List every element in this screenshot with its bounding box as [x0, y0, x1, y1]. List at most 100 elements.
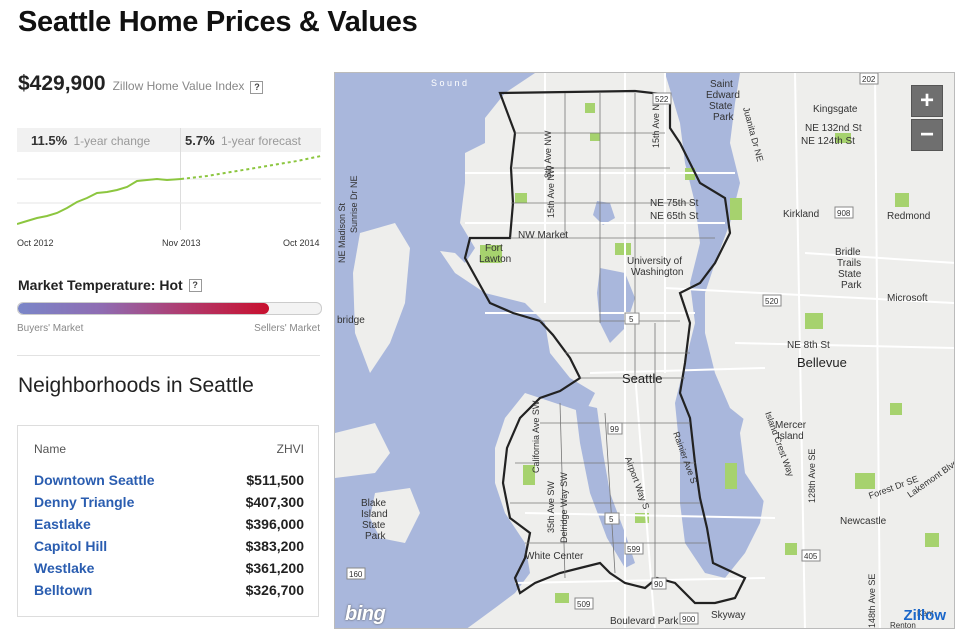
kent-label: Kent	[917, 609, 934, 618]
ne65-label: NE 65th St	[650, 211, 699, 222]
blake-label-4: Park	[365, 531, 387, 542]
neighborhood-map[interactable]: S o u n d Seattle Bellevue Kirkland Redm…	[334, 72, 955, 629]
one-year-forecast: 5.7% 1-year forecast	[185, 133, 301, 148]
zhvi-label: Zillow Home Value Index	[112, 79, 245, 93]
neighborhood-link[interactable]: Denny Triangle	[34, 494, 135, 510]
neighborhoods-title: Neighborhoods in Seattle	[18, 374, 254, 397]
saint-label-1: Saint	[710, 79, 733, 90]
saint-label-3: State	[709, 101, 733, 112]
zhvi-value: $429,900	[18, 72, 106, 95]
highway-520-shield: 520	[765, 297, 779, 306]
trend-forecast-line	[180, 155, 321, 180]
buyers-market-label: Buyers' Market	[17, 323, 84, 334]
mercer-island-land	[740, 393, 790, 503]
island-land	[353, 223, 410, 373]
fort-lawton-label-1: Fort	[485, 243, 503, 254]
trend-date-start: Oct 2012	[17, 238, 54, 248]
nw-market-label: NW Market	[518, 230, 568, 241]
duwamish-water	[575, 403, 635, 568]
zoom-in-button[interactable]: +	[911, 85, 943, 117]
skyway-label: Skyway	[711, 610, 745, 621]
value-trend-chart: 11.5% 1-year change 5.7% 1-year forecast	[17, 128, 321, 230]
seattle-label: Seattle	[622, 371, 662, 386]
fort-lawton-label-2: Lawton	[479, 254, 511, 265]
bridle-label-2: Trails	[837, 258, 861, 269]
column-header-name: Name	[34, 442, 67, 456]
zillow-logo[interactable]: Zillow	[903, 607, 947, 624]
column-header-zhvi: ZHVI	[276, 442, 304, 456]
ne75-label: NE 75th St	[650, 198, 699, 209]
forecast-label: 1-year forecast	[220, 134, 302, 148]
neighborhood-value: $361,200	[245, 560, 304, 576]
redmond-label: Redmond	[887, 211, 930, 222]
highway-5-shield: 5	[609, 515, 614, 524]
neighborhoods-table: Name ZHVI Downtown Seattle $511,500 Denn…	[17, 425, 319, 617]
table-row: Downtown Seattle $511,500	[18, 472, 318, 494]
trend-date-mid: Nov 2013	[162, 238, 201, 248]
highway-160-shield: 160	[349, 570, 363, 579]
bridle-label-1: Bridle	[835, 247, 861, 258]
blake-island-land	[370, 488, 420, 543]
saint-label-4: Park	[713, 112, 735, 123]
highway-522-shield: 522	[655, 95, 669, 104]
neighborhood-value: $396,000	[245, 516, 304, 532]
map-canvas[interactable]: S o u n d Seattle Bellevue Kirkland Redm…	[335, 73, 955, 629]
market-temperature-help-icon[interactable]: ?	[188, 278, 202, 292]
mercer-label-2: Island	[777, 431, 804, 442]
street-15th-nw: 15th Ave NW	[546, 165, 556, 218]
bridle-label-4: Park	[841, 280, 863, 291]
zhvi-help-icon[interactable]: ?	[250, 81, 264, 94]
blake-label-2: Island	[361, 509, 388, 520]
bellevue-label: Bellevue	[797, 355, 847, 370]
green-lake-water	[593, 201, 615, 225]
table-row: Eastlake $396,000	[18, 516, 318, 538]
neighborhood-link[interactable]: Westlake	[34, 560, 95, 576]
kitsap-land	[335, 423, 390, 478]
market-temperature-bar	[17, 302, 322, 315]
trend-plot	[17, 155, 321, 225]
boulevard-park-label: Boulevard Park	[610, 616, 679, 627]
highway-599-shield: 599	[627, 545, 641, 554]
table-row: Westlake $361,200	[18, 560, 318, 582]
kirkland-label: Kirkland	[783, 209, 819, 220]
change-label: 1-year change	[73, 134, 151, 148]
bridge-label: bridge	[337, 315, 365, 326]
section-divider	[17, 355, 320, 356]
street-delridge: Delridge Way SW	[559, 472, 569, 543]
renton-label: Renton	[890, 621, 916, 629]
street-sunrise: Sunrise Dr NE	[349, 175, 359, 233]
neighborhood-link[interactable]: Capitol Hill	[34, 538, 108, 554]
street-148th: 148th Ave SE	[867, 574, 877, 628]
one-year-change: 11.5% 1-year change	[31, 133, 150, 148]
neighborhood-boundaries	[510, 93, 715, 579]
blake-label-1: Blake	[361, 498, 386, 509]
mercer-label-1: Mercer	[775, 420, 807, 431]
highway-509-shield: 509	[577, 600, 591, 609]
neighborhood-value: $407,300	[245, 494, 304, 510]
highway-99-shield: 99	[610, 425, 619, 434]
highway-shields: 5 405 90 520 908 202 522 99 599 160 509 …	[346, 73, 879, 625]
page-title: Seattle Home Prices & Values	[18, 6, 418, 38]
trend-date-end: Oct 2014	[283, 238, 320, 248]
street-madison: NE Madison St	[337, 202, 347, 263]
market-temperature-label: Market Temperature: Hot	[18, 277, 183, 293]
saint-label-2: Edward	[706, 90, 740, 101]
ne8-label: NE 8th St	[787, 340, 830, 351]
highway-5-north-shield: 5	[629, 315, 634, 324]
neighborhood-link[interactable]: Downtown Seattle	[34, 472, 155, 488]
puget-sound-water	[335, 73, 595, 628]
change-value: 11.5%	[31, 133, 68, 148]
neighborhood-link[interactable]: Belltown	[34, 582, 93, 598]
trend-header	[17, 128, 321, 152]
zoom-out-button[interactable]: −	[911, 119, 943, 151]
neighborhood-link[interactable]: Eastlake	[34, 516, 91, 532]
street-california: California Ave SW	[531, 400, 541, 473]
highway-908-shield: 908	[837, 209, 851, 218]
street-15th-ne: 15th Ave NE	[651, 98, 661, 148]
highway-202-shield: 202	[862, 75, 876, 84]
street-8th-nw: 8th Ave NW	[543, 130, 553, 178]
highway-90-shield: 90	[654, 580, 663, 589]
sellers-market-label: Sellers' Market	[254, 323, 320, 334]
street-35th-sw: 35th Ave SW	[546, 481, 556, 533]
ne132-label: NE 132nd St	[805, 123, 862, 134]
